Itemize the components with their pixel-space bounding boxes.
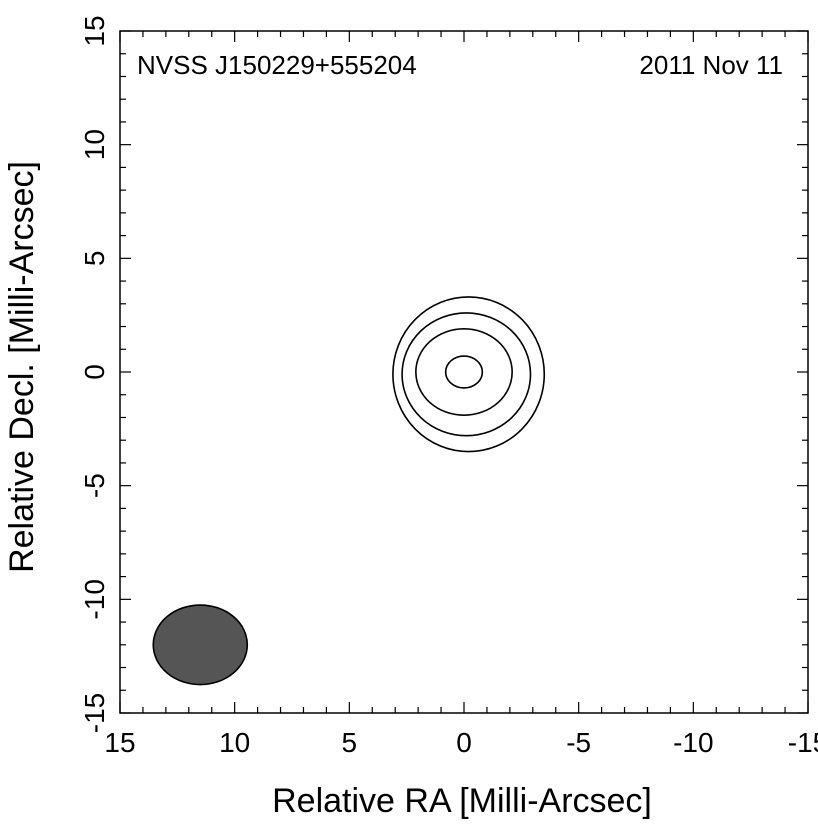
y-tick-label: 0 bbox=[79, 364, 110, 380]
beam-ellipse bbox=[152, 604, 249, 686]
y-tick-labels: -15 -10 -5 0 5 10 15 bbox=[79, 15, 110, 733]
y-tick-label: -15 bbox=[79, 693, 110, 733]
x-tick-label: 10 bbox=[219, 727, 250, 758]
source-label: NVSS J150229+555204 bbox=[137, 50, 417, 80]
y-tick-label: 5 bbox=[79, 251, 110, 267]
contours bbox=[392, 296, 546, 453]
x-tick-label: -15 bbox=[788, 727, 818, 758]
contour-line bbox=[392, 296, 546, 453]
date-label: 2011 Nov 11 bbox=[639, 50, 783, 80]
axis-ticks bbox=[119, 30, 809, 714]
x-tick-label: -5 bbox=[566, 727, 591, 758]
x-axis-label: Relative RA [Milli-Arcsec] bbox=[272, 782, 652, 820]
x-tick-label: 0 bbox=[456, 727, 472, 758]
contour-line bbox=[415, 328, 513, 416]
contour-line bbox=[444, 355, 484, 389]
y-tick-label: 15 bbox=[79, 15, 110, 46]
y-axis-label: Relative Decl. [Milli-Arcsec] bbox=[3, 161, 41, 573]
x-tick-label: -10 bbox=[673, 727, 713, 758]
x-tick-label: 15 bbox=[104, 727, 135, 758]
x-tick-labels: 15 10 5 0 -5 -10 -15 bbox=[104, 727, 818, 758]
x-tick-label: 5 bbox=[342, 727, 358, 758]
y-tick-label: -10 bbox=[79, 579, 110, 619]
y-tick-label: 10 bbox=[79, 129, 110, 160]
beam-ellipse-group bbox=[152, 604, 249, 686]
y-tick-label: -5 bbox=[79, 473, 110, 498]
contour-line bbox=[401, 312, 532, 437]
